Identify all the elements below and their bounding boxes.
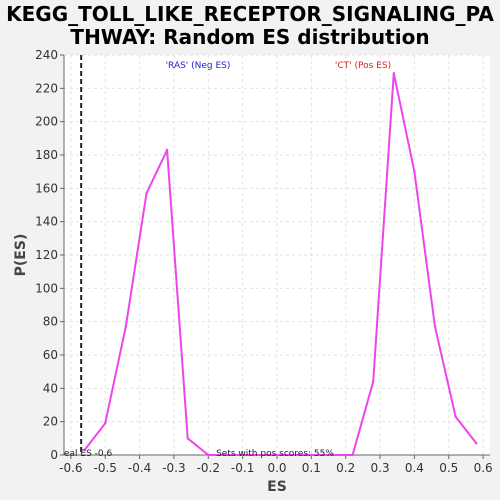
x-tick-label: -0.3 [162,461,185,475]
data-point [83,448,86,452]
data-point [392,72,396,75]
y-tick-label: 80 [43,315,58,329]
chart-title-line-2: THWAY: Random ES distribution [70,25,429,49]
x-tick-label: -0.4 [128,461,151,475]
y-tick-label: 60 [43,348,58,362]
data-point [248,453,251,457]
data-point [268,453,272,457]
x-tick-label: 0.0 [267,461,286,475]
x-tick-label: 0.3 [371,461,390,475]
es-distribution-series-line [83,72,478,456]
y-tick-label: 100 [35,281,58,295]
y-tick-label: 140 [35,215,58,229]
data-point [207,453,210,457]
data-point [371,380,375,383]
y-tick-label: 240 [35,48,58,62]
axis-ticks: 0 20 40 60 80 100 120 140 160 180 200 220 240 -0.6 -0.… [35,48,493,475]
x-tick-label: -0.2 [197,461,220,475]
y-tick-label: 120 [35,248,58,262]
real-es-label: eal ES -0.6 [64,449,113,459]
data-point [310,453,313,457]
data-point [351,453,354,457]
data-point [145,192,148,195]
y-tick-label: 20 [43,415,58,429]
y-tick-label: 200 [35,115,58,129]
pos-scores-note: Sets with pos scores: 55% [216,449,334,459]
x-tick-label: 0.6 [474,461,493,475]
series-layer [83,72,478,457]
y-axis-label: P(ES) [13,234,29,277]
y-tick-label: 40 [43,381,58,395]
y-tick-label: 160 [35,181,58,195]
data-point [475,442,478,445]
x-tick-label: -0.1 [231,461,254,475]
x-tick-label: 0.1 [302,461,321,475]
x-tick-label: 0.5 [439,461,458,475]
data-point [124,325,128,328]
data-point [165,148,169,152]
data-point [186,437,189,440]
x-tick-label: -0.5 [94,461,117,475]
pos-es-label: 'CT' (Pos ES) [335,61,391,71]
x-axis-label: ES [267,479,287,495]
data-point [104,422,107,425]
chart-title-line-1: KEGG_TOLL_LIKE_RECEPTOR_SIGNALING_PA [6,2,494,26]
data-point [289,453,292,457]
data-point [454,415,457,418]
data-point [433,325,437,328]
y-tick-label: 180 [35,148,58,162]
data-point [413,170,416,173]
data-point [330,453,334,457]
y-tick-label: 220 [35,81,58,95]
x-tick-label: -0.6 [59,461,82,475]
data-point [227,453,231,457]
grid-lines [64,54,490,456]
y-tick-label: 0 [50,448,58,462]
x-tick-label: 0.2 [336,461,355,475]
x-tick-label: 0.4 [405,461,424,475]
neg-es-label: 'RAS' (Neg ES) [166,61,231,71]
